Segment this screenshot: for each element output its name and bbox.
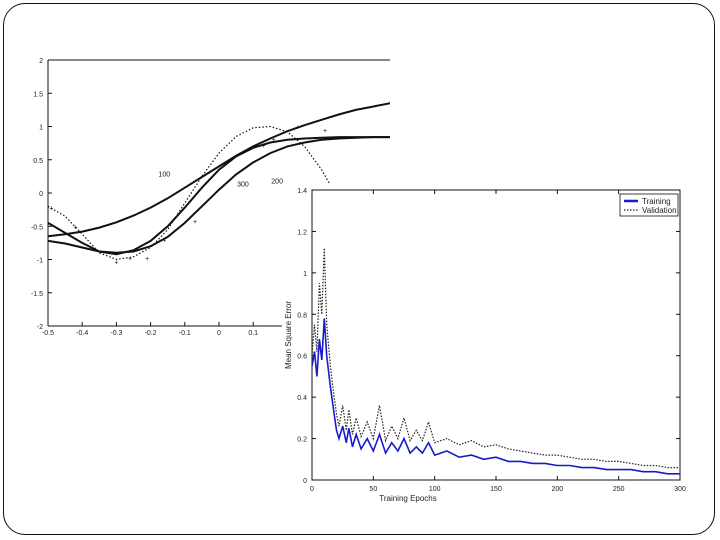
legend-training-label: Training bbox=[642, 197, 671, 206]
y-tick-label: 1 bbox=[39, 125, 43, 132]
series-line-3 bbox=[48, 125, 390, 280]
data-marker: + bbox=[73, 224, 77, 231]
data-marker: + bbox=[296, 125, 300, 132]
x-tick-label: 50 bbox=[369, 486, 377, 493]
y-tick-label: 0 bbox=[303, 478, 307, 485]
y-tick-label: 0 bbox=[39, 191, 43, 198]
y-tick-label: 1 bbox=[303, 271, 307, 278]
y-tick-label: -0.5 bbox=[31, 224, 43, 231]
y-tick-label: 1.4 bbox=[297, 188, 307, 195]
y-tick-label: 0.5 bbox=[33, 158, 43, 165]
y-tick-label: 0.8 bbox=[297, 312, 307, 319]
data-marker: + bbox=[193, 219, 197, 226]
x-tick-label: 250 bbox=[613, 486, 625, 493]
x-tick-label: -0.5 bbox=[42, 330, 54, 337]
x-tick-label: -0.4 bbox=[76, 330, 88, 337]
y-tick-label: -2 bbox=[37, 324, 43, 331]
y-tick-label: 0.2 bbox=[297, 437, 307, 444]
series-line-0 bbox=[48, 102, 390, 238]
y-tick-label: -1.5 bbox=[31, 291, 43, 298]
curve-label: 200 bbox=[271, 179, 283, 186]
x-tick-label: -0.2 bbox=[145, 330, 157, 337]
x-axis-title: Training Epochs bbox=[379, 494, 437, 503]
data-marker: + bbox=[114, 259, 118, 266]
data-marker: + bbox=[261, 143, 265, 150]
validation-line bbox=[311, 247, 680, 469]
data-marker: + bbox=[128, 256, 132, 263]
x-tick-label: -0.1 bbox=[179, 330, 191, 337]
y-tick-label: 2 bbox=[39, 58, 43, 65]
y-tick-label: 1.2 bbox=[297, 229, 307, 236]
y-tick-label: 0.4 bbox=[297, 395, 307, 402]
y-tick-label: 1.5 bbox=[33, 91, 43, 98]
data-marker: + bbox=[162, 238, 166, 245]
plot-area: + + + + + + + + + + + bbox=[48, 102, 390, 280]
curve-label: 300 bbox=[237, 181, 249, 188]
training-line bbox=[311, 318, 680, 475]
y-tick-label: 0.6 bbox=[297, 354, 307, 361]
data-marker: + bbox=[145, 256, 149, 263]
x-tick-label: 200 bbox=[551, 486, 563, 493]
data-marker: + bbox=[323, 128, 327, 135]
x-tick-label: 150 bbox=[490, 486, 502, 493]
x-tick-label: 0 bbox=[217, 330, 221, 337]
data-marker: + bbox=[272, 136, 276, 143]
series-line-2 bbox=[48, 136, 390, 254]
data-marker: + bbox=[49, 206, 53, 213]
legend-validation-label: Validation bbox=[642, 206, 677, 215]
chart-panel bbox=[282, 184, 702, 506]
curve-label: 100 bbox=[158, 171, 170, 178]
x-tick-label: 0 bbox=[310, 486, 314, 493]
x-tick-label: 300 bbox=[674, 486, 686, 493]
x-tick-label: 100 bbox=[429, 486, 441, 493]
x-tick-label: -0.3 bbox=[110, 330, 122, 337]
x-tick-label: 0.1 bbox=[248, 330, 258, 337]
y-tick-label: -1 bbox=[37, 258, 43, 265]
y-axis-title: Mean Square Error bbox=[284, 301, 293, 369]
